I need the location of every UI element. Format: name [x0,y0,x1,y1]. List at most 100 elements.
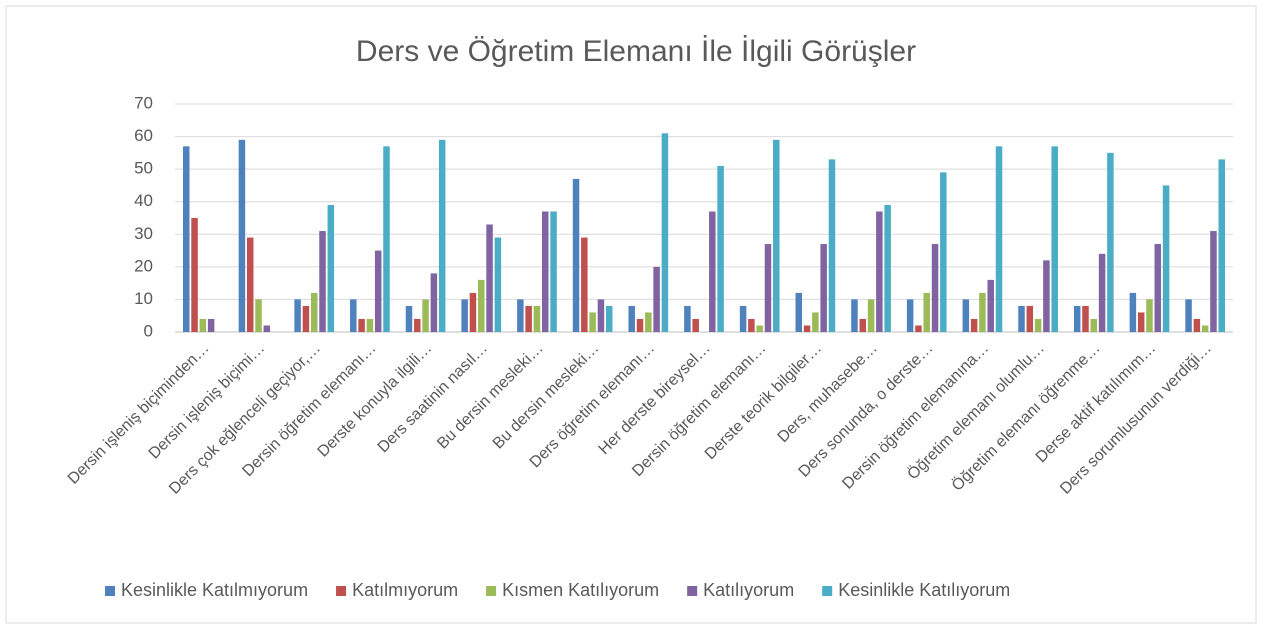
bar [517,299,524,332]
bar [405,305,413,332]
bar [383,146,390,332]
bar [1107,152,1114,332]
bar [469,292,477,332]
bar [906,299,914,332]
bar [1082,305,1089,332]
bar [1026,305,1034,332]
bar [876,211,883,332]
bar [1146,299,1153,332]
bar [422,299,429,332]
bar [1218,159,1226,332]
bar [923,292,930,332]
bar [533,305,541,332]
bar [717,165,724,332]
legend-swatch [486,586,497,596]
y-tick-label: 50 [134,159,153,178]
bar [255,299,262,332]
y-tick-label: 40 [134,191,153,210]
bar [645,312,652,332]
y-tick-label: 60 [134,126,153,145]
bar [995,146,1003,332]
bar [461,299,468,332]
legend-label: Kesinlikle Katılmıyorum [121,580,308,600]
bar [246,237,254,332]
legend-swatch [822,586,833,596]
bar [739,305,747,332]
bar [1185,299,1192,332]
bar [1098,253,1106,332]
bar [653,266,660,332]
bar [550,211,557,332]
bar [374,250,382,332]
bar [366,318,374,332]
bar [1018,305,1025,332]
bar [438,139,446,332]
bar [962,299,970,332]
bar [430,273,438,332]
bar [350,299,357,332]
bar [748,318,755,332]
bar [1034,318,1042,332]
bar [684,305,691,332]
bar [494,237,502,332]
bar [207,318,215,332]
bar [1137,312,1145,332]
legend-label: Kısmen Katılıyorum [502,580,659,600]
bar [1201,325,1209,332]
bar [319,231,326,332]
bar [915,325,922,332]
bar [820,244,827,332]
legend-swatch [336,586,347,596]
bar [1043,260,1050,332]
bar [987,279,994,332]
bar [294,299,301,332]
bar [859,318,867,332]
bar [581,237,588,332]
y-tick-label: 30 [134,224,153,243]
bar [414,318,421,332]
bar [979,292,986,332]
bar [884,204,891,332]
bar [182,146,190,332]
y-tick-label: 0 [144,321,153,340]
legend-swatch [687,586,698,596]
bar [1210,231,1217,332]
bar [851,299,858,332]
bar [1073,305,1081,332]
bar [1051,146,1058,332]
bar [709,211,716,332]
bar [940,172,947,332]
bar [572,178,580,332]
bar [199,318,207,332]
bar [1162,185,1170,332]
bar [803,325,811,332]
bar [525,305,532,332]
bar [1193,318,1201,332]
legend-swatch [105,586,115,596]
bar [1090,318,1098,332]
bar [486,224,493,332]
bar [795,292,803,332]
bar [605,305,613,332]
bar [756,325,763,332]
bar [1154,244,1162,332]
bar [764,244,772,332]
bar [970,318,978,332]
y-tick-label: 70 [134,93,153,112]
bar [589,312,596,332]
chart-title: Ders ve Öğretim Elemanı İle İlgili Görüş… [356,35,916,68]
bar [867,299,875,332]
bar [263,325,271,332]
bar [1129,292,1137,332]
bar [628,305,635,332]
bar [302,305,310,332]
bar [238,139,246,332]
bar [692,318,699,332]
bar [358,318,365,332]
bar [773,139,780,332]
bar [636,318,644,332]
bar [812,312,819,332]
bar [597,299,605,332]
y-tick-label: 20 [134,256,153,275]
